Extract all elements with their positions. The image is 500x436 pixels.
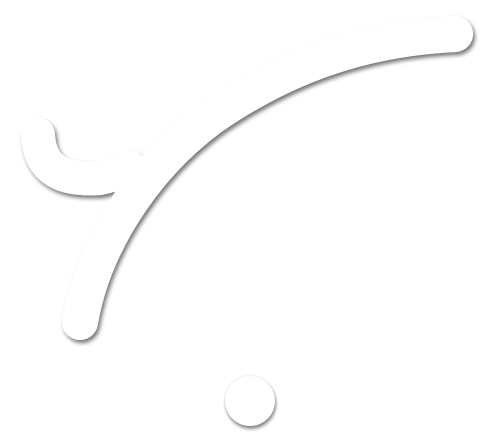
curved-brush-stroke-icon: [21, 16, 473, 340]
circle-button[interactable]: [225, 376, 275, 426]
